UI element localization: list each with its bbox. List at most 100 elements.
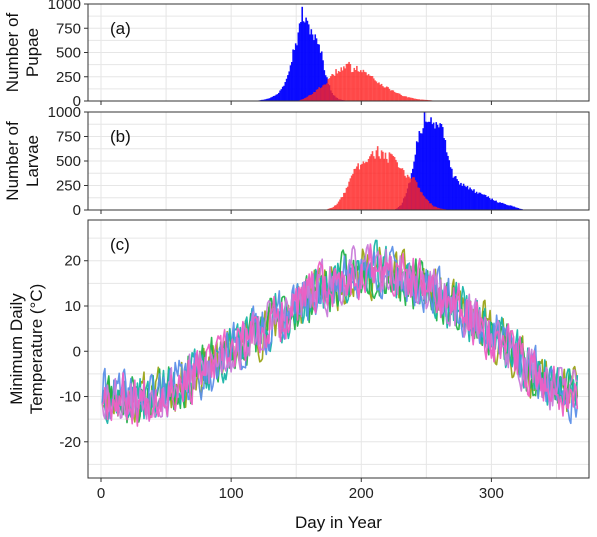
histogram-bar	[509, 205, 512, 210]
histogram-bar	[516, 207, 518, 210]
y-tick-label: 1000	[48, 104, 81, 121]
histogram-bar	[263, 99, 266, 101]
histogram-bar	[444, 140, 447, 210]
histogram-bar	[367, 74, 370, 101]
histogram-bar	[385, 86, 388, 101]
histogram-bar	[369, 156, 371, 210]
histogram-bar	[345, 63, 348, 101]
histogram-bar	[275, 94, 277, 101]
histogram-bar	[318, 87, 320, 101]
histogram-bar	[425, 121, 427, 210]
histogram-bar	[435, 206, 438, 210]
histogram-bar	[469, 187, 471, 210]
histogram-bar	[484, 195, 487, 210]
histogram-bar	[385, 158, 388, 210]
histogram-bar	[480, 194, 483, 210]
histogram-bar	[305, 97, 307, 101]
histogram-bar	[406, 97, 409, 101]
histogram-bar	[372, 156, 375, 210]
histogram-bar	[427, 200, 430, 210]
histogram-bar	[332, 74, 335, 101]
histogram-bar	[335, 69, 337, 101]
y-tick-label: 0	[73, 202, 81, 219]
y-tick-label: 250	[56, 69, 81, 86]
histogram-bar	[389, 90, 392, 101]
histogram-bar	[374, 158, 376, 210]
histogram-bar	[430, 117, 432, 210]
histogram-bar	[419, 99, 422, 101]
histogram-bar	[501, 202, 504, 210]
histogram-bar	[428, 203, 431, 210]
histogram-bar	[487, 196, 490, 210]
histogram-bar	[453, 176, 456, 210]
histogram-bar	[428, 121, 431, 210]
histogram-bar	[452, 177, 454, 210]
histogram-bar	[462, 183, 465, 210]
histogram-bar	[344, 68, 346, 101]
histogram-bar	[438, 207, 440, 210]
histogram-bar	[376, 83, 379, 101]
histogram-bar	[439, 123, 441, 210]
histogram-bar	[346, 63, 349, 101]
histogram-bar	[410, 97, 413, 101]
histogram-bar	[348, 61, 350, 101]
panel-larvae: 0 250 500 750 1000 (b) Number of Larvae	[3, 104, 590, 219]
histogram-bar	[322, 85, 324, 101]
histogram-bar	[371, 151, 374, 210]
histogram-bar	[296, 45, 298, 101]
histogram-bar	[512, 206, 514, 210]
histogram-bar	[392, 155, 395, 210]
histogram-bar	[340, 197, 343, 210]
histogram-bar	[350, 72, 353, 101]
histogram-bar	[520, 208, 522, 210]
histogram-bar	[513, 206, 516, 210]
histogram-bar	[418, 131, 421, 210]
histogram-bar	[300, 22, 302, 101]
histogram-bar	[341, 70, 344, 101]
histogram-bar	[422, 195, 425, 210]
histogram-bar	[314, 34, 317, 102]
histogram-bar	[280, 89, 283, 101]
histogram-bar	[478, 192, 480, 210]
histogram-bar	[456, 179, 458, 210]
histogram-bar	[423, 112, 426, 210]
histogram-bar	[517, 208, 520, 210]
histogram-bar	[370, 154, 372, 210]
histogram-bar	[354, 69, 357, 101]
histogram-bar	[354, 168, 357, 210]
histogram-bar	[352, 173, 354, 210]
histogram-bar	[326, 83, 328, 101]
histogram-bar	[339, 71, 341, 101]
histogram-bar	[340, 67, 343, 101]
panel-label: (b)	[110, 127, 131, 146]
histogram-bar	[461, 185, 464, 210]
histogram-bar	[395, 92, 397, 101]
histogram-bar	[402, 170, 405, 210]
histogram-bar	[380, 150, 383, 210]
y-axis-title: Number of	[3, 13, 22, 93]
histogram-bar	[421, 99, 423, 101]
histogram-bar	[397, 167, 400, 210]
y-tick-label: 750	[56, 129, 81, 146]
histogram-bar	[289, 65, 292, 101]
histogram-bar	[504, 204, 507, 210]
panel-label: (a)	[110, 19, 131, 38]
histogram-bar	[490, 199, 492, 210]
histogram-bar	[475, 191, 478, 210]
histogram-bar	[410, 178, 413, 210]
histogram-bar	[425, 198, 427, 210]
histogram-bar	[441, 208, 444, 210]
histogram-bar	[343, 192, 345, 210]
histogram-bar	[327, 208, 330, 210]
histogram-bar	[408, 176, 410, 210]
histogram-bar	[447, 155, 449, 210]
y-tick-label: 0	[73, 93, 81, 110]
y-tick-label: 1000	[48, 0, 81, 13]
histogram-bar	[369, 75, 371, 101]
histogram-bar	[376, 146, 379, 210]
histogram-bar	[345, 187, 348, 210]
histogram-bar	[474, 193, 477, 210]
histogram-bar	[310, 29, 313, 102]
histogram-bar	[328, 78, 331, 101]
